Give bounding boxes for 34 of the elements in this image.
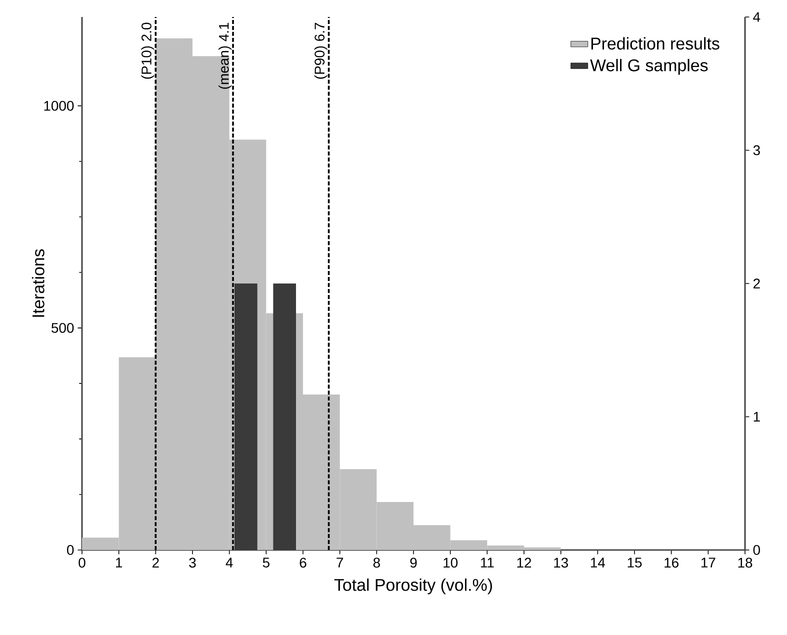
x-tick-label: 18 (738, 558, 752, 568)
y2-tick-label: 1 (754, 412, 760, 422)
y2-tick-label: 0 (753, 545, 760, 555)
x-tick-label: 15 (628, 558, 642, 568)
x-tick-label: 7 (336, 558, 344, 568)
y2-tick-label: 4 (753, 12, 760, 22)
x-tick-label: 9 (410, 558, 417, 568)
y-tick-label: 1000 (44, 100, 74, 111)
x-tick-label: 14 (590, 558, 606, 568)
x-tick-label: 11 (480, 558, 494, 568)
x-tick-label: 1 (116, 558, 122, 568)
x-tick-label: 17 (701, 558, 716, 568)
x-tick-label: 6 (300, 558, 306, 568)
x-tick-label: 16 (664, 558, 678, 568)
x-tick-label: 5 (262, 558, 270, 568)
ref-line-label: (P90) 6.7 (314, 22, 328, 79)
y-tick-label: 500 (52, 322, 74, 333)
legend-label: Well G samples (590, 58, 708, 75)
y2-tick-label: 3 (753, 145, 760, 156)
ref-line-label: (P10) 2.0 (141, 22, 154, 79)
legend-label: Prediction results (591, 37, 720, 50)
x-tick-label: 13 (554, 558, 568, 568)
x-tick-label: 2 (152, 558, 159, 568)
x-tick-label: 4 (226, 558, 233, 568)
x-tick-label: 3 (189, 558, 196, 568)
x-tick-label: 0 (78, 558, 86, 568)
ref-line-label: (mean) 4.1 (218, 22, 232, 89)
y-axis-title: Iterations (32, 249, 44, 317)
x-tick-label: 8 (373, 558, 380, 568)
x-tick-label: 10 (444, 558, 458, 568)
x-axis-title: Total Porosity (vol.%) (334, 578, 492, 594)
y2-tick-label: 2 (753, 278, 760, 288)
y-tick-label: 0 (67, 545, 74, 555)
x-tick-label: 12 (517, 558, 532, 568)
